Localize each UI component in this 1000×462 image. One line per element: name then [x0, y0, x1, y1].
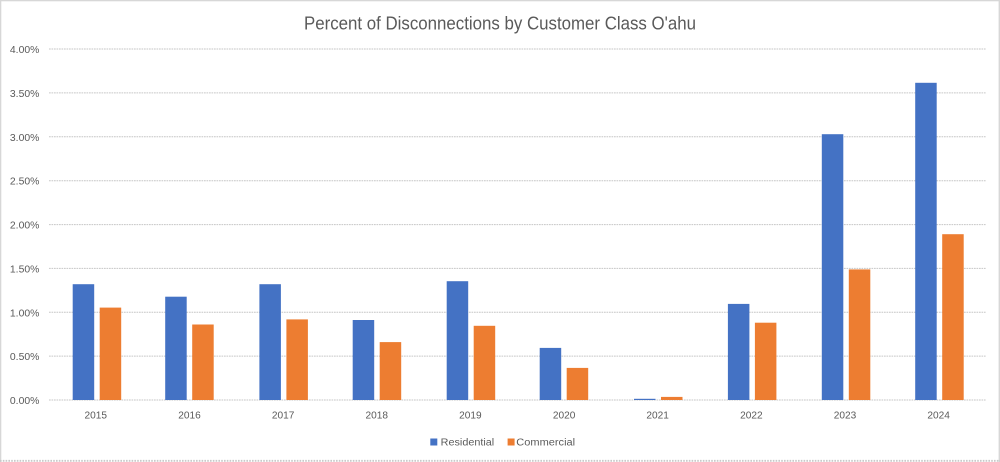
svg-text:2.00%: 2.00% — [10, 221, 40, 232]
svg-text:1.00%: 1.00% — [10, 308, 40, 319]
svg-text:2022: 2022 — [740, 411, 763, 422]
svg-text:3.50%: 3.50% — [10, 89, 40, 100]
svg-text:Commercial: Commercial — [516, 438, 575, 449]
svg-text:2020: 2020 — [553, 411, 576, 422]
svg-text:2021: 2021 — [646, 411, 669, 422]
svg-text:2016: 2016 — [178, 411, 201, 422]
svg-text:0.50%: 0.50% — [10, 352, 40, 363]
svg-text:2017: 2017 — [272, 411, 295, 422]
svg-text:2023: 2023 — [834, 411, 857, 422]
svg-text:2024: 2024 — [927, 411, 950, 422]
svg-text:3.00%: 3.00% — [10, 133, 40, 144]
svg-text:1.50%: 1.50% — [10, 264, 40, 275]
svg-text:Residential: Residential — [441, 438, 495, 449]
svg-text:4.00%: 4.00% — [10, 45, 40, 56]
svg-text:Percent of Disconnections by C: Percent of Disconnections by Customer Cl… — [304, 13, 696, 33]
svg-text:2.50%: 2.50% — [10, 177, 40, 188]
svg-text:2018: 2018 — [366, 411, 389, 422]
svg-text:0.00%: 0.00% — [10, 396, 40, 407]
svg-text:2019: 2019 — [459, 411, 482, 422]
svg-text:2015: 2015 — [85, 411, 108, 422]
